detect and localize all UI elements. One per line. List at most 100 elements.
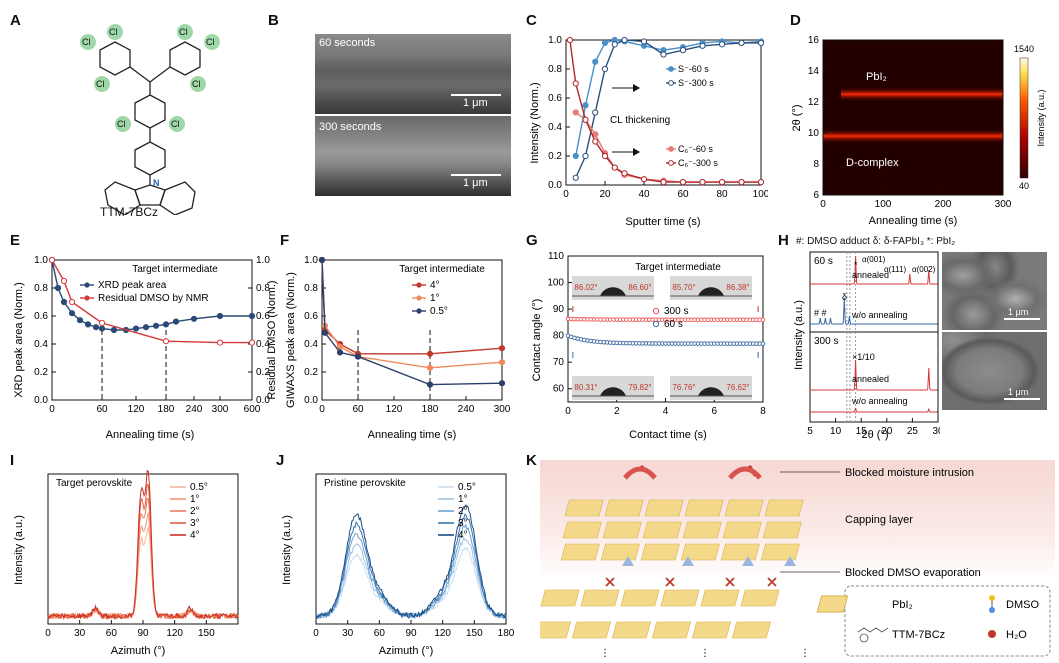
pbi2-block: [724, 499, 764, 517]
scale-bar: [451, 94, 501, 96]
blocked-x: [605, 577, 615, 587]
evap-arrow: [682, 556, 694, 566]
data-point: [699, 179, 706, 186]
scale-factor: ×1/10: [852, 352, 875, 362]
y-axis-label: Intensity (a.u.): [13, 515, 25, 585]
azimuth-trace: [47, 469, 239, 620]
pbi2-block: [620, 589, 660, 607]
y-tick-label: 0.8: [34, 283, 48, 294]
data-point: [640, 176, 648, 183]
svg-text:Cl: Cl: [179, 27, 188, 37]
data-point: [162, 321, 170, 328]
y-tick-label: 1.0: [548, 35, 562, 46]
svg-text:Cl: Cl: [192, 79, 201, 89]
panel-label-a: A: [10, 12, 21, 29]
pbi2-block: [604, 499, 644, 517]
time-300s: 300 s: [814, 336, 838, 347]
pbi2-block: [651, 621, 691, 639]
data-point: [757, 179, 765, 186]
y-tick-label: 0.4: [304, 339, 318, 350]
x-axis-label: Annealing time (s): [869, 215, 958, 227]
chart-c: 0 20 40 60 80 100 0.0 0.2 0.4 0.6 0.8 1.0 Sputter t…: [529, 35, 768, 228]
evap-arrow: [742, 556, 754, 566]
svg-text:Cl: Cl: [117, 119, 126, 129]
svg-text:N: N: [153, 178, 160, 188]
x-tick-label: 150: [198, 628, 215, 639]
svg-text:Cl: Cl: [206, 37, 215, 47]
data-point: [354, 353, 362, 360]
droplet: [698, 387, 724, 396]
panel-label-k: K: [526, 452, 537, 469]
y-tick-label: 14: [808, 66, 820, 77]
pbi2-block: [720, 543, 760, 561]
data-point: [248, 312, 256, 320]
x-tick-label: 60: [352, 404, 364, 415]
angle-left: 76.76°: [672, 383, 695, 392]
svg-text:Cl: Cl: [82, 37, 91, 47]
pbi2-block: [540, 589, 580, 607]
legend-entry: 2°: [458, 506, 468, 517]
legend-entry: 3°: [190, 518, 200, 529]
xrd-trace: [810, 359, 938, 391]
x-tick-label: 600: [244, 404, 261, 415]
data-point: [426, 381, 434, 388]
pbi2-block: [602, 521, 642, 539]
panel-label-d: D: [790, 12, 801, 29]
x-tick-label: 5: [807, 426, 813, 437]
panel-label-h: H: [778, 232, 789, 249]
legend-marker: [652, 307, 660, 315]
legend-marker: [668, 160, 674, 166]
evap-arrow: [622, 556, 634, 566]
svg-text:Cl: Cl: [171, 119, 180, 129]
data-point: [718, 179, 726, 186]
droplet: [600, 387, 626, 396]
scale-text: 1 μm: [463, 177, 488, 189]
callout-moisture: Blocked moisture intrusion: [845, 467, 974, 479]
data-point: [572, 109, 579, 116]
data-point: [426, 364, 434, 371]
continuation-dots: ⋮: [800, 648, 810, 659]
pbi2-block: [682, 521, 722, 539]
blocked-x: [767, 577, 777, 587]
y-tick-label: 0.2: [548, 151, 562, 162]
x-axis-label: Sputter time (s): [625, 216, 700, 228]
y-axis-label: Intensity (a.u.): [793, 300, 805, 370]
pbi2-block: [762, 521, 802, 539]
data-point: [110, 326, 118, 334]
x-tick-label: 25: [907, 426, 919, 437]
data-point: [679, 179, 687, 186]
molecule-name: TTM-7BCz: [100, 205, 158, 219]
x-tick-label: 40: [638, 189, 650, 200]
series-line: [575, 39, 762, 157]
pbi2-block: [760, 543, 800, 561]
data-point: [498, 380, 506, 387]
data-point: [760, 341, 766, 346]
data-point: [760, 317, 766, 322]
pbi2-block: [640, 543, 680, 561]
x-axis-label: Contact time (s): [629, 429, 707, 441]
x-axis-label: Annealing time (s): [106, 429, 195, 441]
x-tick-label: 180: [498, 628, 515, 639]
legend-entry: 3°: [458, 518, 468, 529]
data-point: [738, 179, 745, 186]
y-tick-label: 1.0: [34, 255, 48, 266]
angle-right: 86.38°: [726, 283, 749, 292]
scale-text: 1 μm: [463, 97, 488, 109]
y-tick-label: 0.0: [548, 180, 562, 191]
data-point: [640, 38, 648, 45]
angle-left: 86.02°: [574, 283, 597, 292]
continuation-dots: ⋮: [700, 648, 710, 659]
wo-annealing-label: w/o annealing: [851, 396, 908, 406]
data-point: [757, 39, 765, 46]
data-point: [601, 65, 609, 73]
x-tick-label: 0: [313, 628, 319, 639]
scale-bar: [451, 174, 501, 176]
x-tick-label: 60: [677, 189, 689, 200]
y-tick-label: 100: [547, 278, 564, 289]
y-tick-label-right: 0.0: [256, 395, 270, 406]
y-tick-label: 80: [553, 331, 565, 342]
sem-image-300s: 300 seconds 1 μm: [315, 116, 511, 196]
x-tick-label: 2: [614, 406, 620, 417]
data-point: [190, 315, 198, 322]
colorbar: [1019, 57, 1029, 179]
